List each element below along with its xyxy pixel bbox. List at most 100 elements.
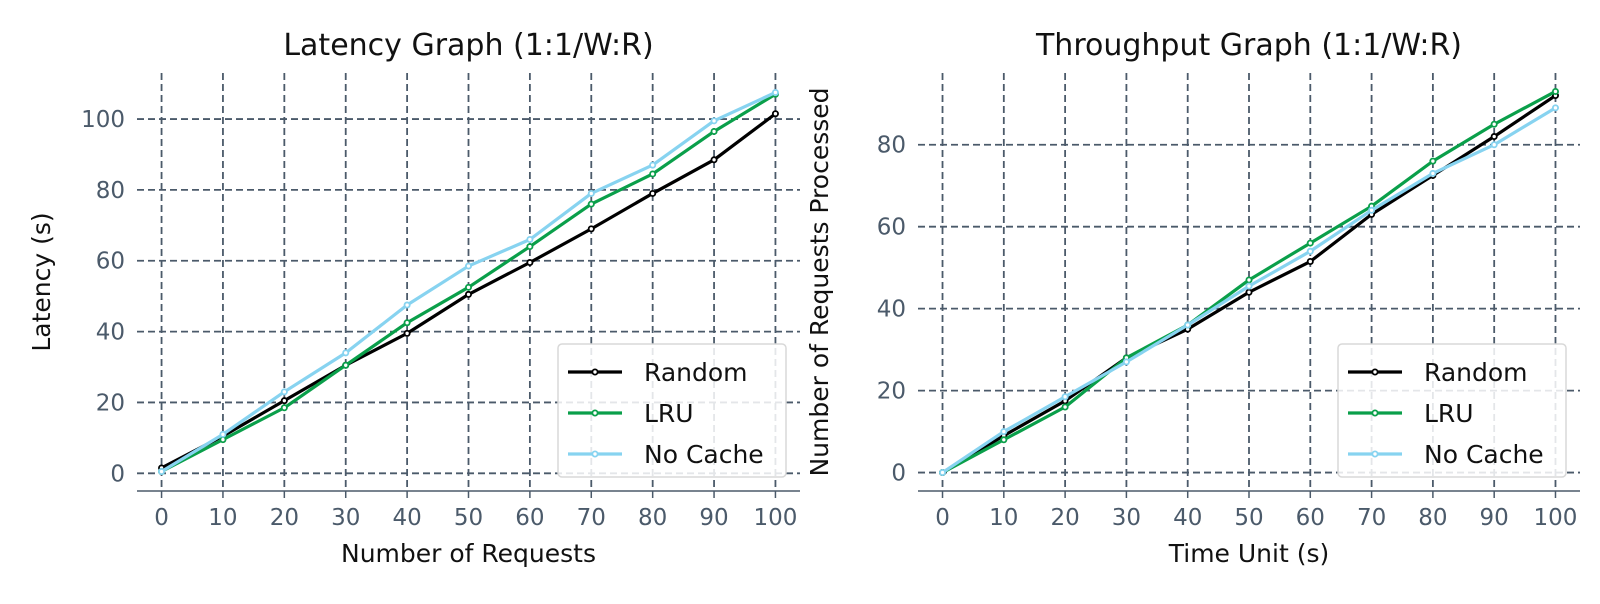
data-point	[1429, 157, 1437, 165]
data-point	[1245, 276, 1253, 284]
chart-title: Latency Graph (1:1/W:R)	[283, 28, 653, 63]
y-axis-label: Latency (s)	[27, 212, 56, 351]
y-tick-label: 40	[877, 297, 906, 323]
x-tick-label: 50	[1234, 505, 1263, 531]
data-point	[587, 189, 595, 197]
data-point	[1429, 169, 1437, 177]
chart-panel-2: 0 10 20 30 40 50 60 70 80 90 100 0 20 40 60 80 Throughpu…	[805, 28, 1580, 568]
data-point	[1000, 436, 1008, 444]
data-point	[1490, 133, 1498, 141]
data-point	[1490, 141, 1498, 149]
y-tick-label: 60	[877, 215, 906, 241]
data-point	[1061, 393, 1069, 401]
x-tick-label: 20	[270, 505, 299, 531]
x-tick-label: 60	[1296, 505, 1325, 531]
data-point	[1245, 282, 1253, 290]
data-point	[1368, 206, 1376, 214]
y-tick-label: 80	[877, 133, 906, 159]
data-point	[1306, 239, 1314, 247]
data-point	[1490, 120, 1498, 128]
data-point	[1061, 403, 1069, 411]
legend-box	[557, 343, 787, 478]
x-tick-label: 90	[699, 505, 728, 531]
x-tick-label: 10	[989, 505, 1018, 531]
data-point	[464, 262, 472, 270]
y-tick-label: 0	[110, 461, 125, 487]
data-point	[403, 301, 411, 309]
x-tick-label: 50	[454, 505, 483, 531]
data-point	[526, 243, 534, 251]
data-point	[403, 319, 411, 327]
y-tick-label: 20	[877, 379, 906, 405]
x-tick-label: 70	[577, 505, 606, 531]
legend-box	[1337, 343, 1567, 478]
y-tick-label: 60	[96, 249, 125, 275]
data-point	[1122, 358, 1130, 366]
data-point	[403, 329, 411, 337]
data-point	[1306, 258, 1314, 266]
data-point	[710, 117, 718, 125]
data-point	[342, 349, 350, 357]
legend-label: Random	[1424, 358, 1528, 387]
legend: Random LRU No Cache	[557, 343, 787, 478]
chart-panel-1: 0 10 20 30 40 50 60 70 80 90 100 0 20 40 60 80 100 Latenc…	[27, 28, 800, 568]
y-tick-label: 0	[891, 461, 906, 487]
data-point	[1184, 321, 1192, 329]
legend-marker	[1371, 409, 1379, 417]
data-point	[587, 225, 595, 233]
data-point	[464, 283, 472, 291]
x-tick-label: 80	[1418, 505, 1447, 531]
x-tick-label: 40	[1173, 505, 1202, 531]
data-point	[649, 170, 657, 178]
data-point	[771, 110, 779, 118]
legend-marker	[591, 409, 599, 417]
x-tick-label: 40	[392, 505, 421, 531]
data-point	[1245, 288, 1253, 296]
legend-label: LRU	[644, 399, 694, 428]
x-tick-label: 100	[753, 505, 797, 531]
x-tick-label: 60	[515, 505, 544, 531]
data-point	[939, 469, 947, 477]
data-point	[280, 397, 288, 405]
legend-marker	[591, 368, 599, 376]
legend-marker	[1371, 368, 1379, 376]
data-point	[280, 388, 288, 396]
x-tick-label: 70	[1357, 505, 1386, 531]
x-axis-label: Time Unit (s)	[1168, 539, 1330, 568]
chart-title: Throughput Graph (1:1/W:R)	[1035, 28, 1462, 63]
x-tick-label: 10	[208, 505, 237, 531]
legend-marker	[1371, 450, 1379, 458]
x-axis-label: Number of Requests	[341, 539, 596, 568]
legend-label: Random	[644, 358, 748, 387]
legend-label: No Cache	[1424, 440, 1544, 469]
x-tick-label: 80	[638, 505, 667, 531]
y-tick-label: 80	[96, 178, 125, 204]
legend-label: No Cache	[644, 440, 764, 469]
data-point	[219, 430, 227, 438]
x-tick-label: 30	[331, 505, 360, 531]
legend-label: LRU	[1424, 399, 1474, 428]
y-axis-label: Number of Requests Processed	[805, 87, 834, 476]
data-point	[280, 404, 288, 412]
data-point	[1551, 104, 1559, 112]
y-tick-label: 40	[96, 320, 125, 346]
data-point	[1000, 428, 1008, 436]
x-tick-label: 0	[154, 505, 169, 531]
y-tick-label: 20	[96, 390, 125, 416]
y-tick-label: 100	[81, 107, 125, 133]
legend: Random LRU No Cache	[1337, 343, 1567, 478]
data-point	[710, 127, 718, 135]
x-tick-label: 30	[1112, 505, 1141, 531]
x-tick-label: 0	[935, 505, 950, 531]
data-point	[526, 235, 534, 243]
data-point	[710, 156, 718, 164]
data-point	[158, 468, 166, 476]
x-tick-label: 100	[1534, 505, 1578, 531]
data-point	[526, 259, 534, 267]
data-point	[771, 88, 779, 96]
data-point	[464, 290, 472, 298]
x-tick-label: 90	[1480, 505, 1509, 531]
data-point	[1306, 247, 1314, 255]
data-point	[587, 200, 595, 208]
